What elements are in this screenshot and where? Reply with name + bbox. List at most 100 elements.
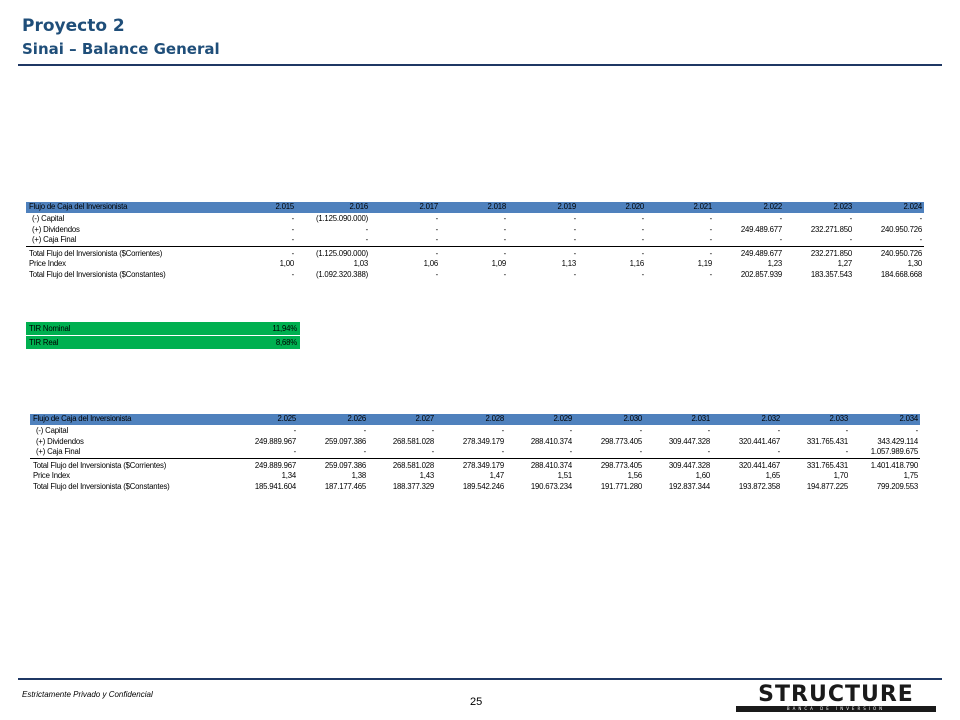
table-cell: 1,47: [489, 471, 505, 480]
footer-divider: [18, 678, 942, 680]
table-cell: -: [782, 447, 850, 459]
header-cell: 2.031: [644, 414, 712, 426]
table-row: (-) Capital - - - - - - - - - -: [30, 426, 920, 437]
table-cell: -: [777, 426, 781, 435]
table-cell: 194.877.225: [806, 481, 848, 491]
table-cell: -: [508, 245, 578, 259]
header-cell: 2.029: [506, 414, 574, 426]
table-cell: -: [573, 224, 577, 234]
table-cell: -: [574, 447, 644, 459]
table-cell: -: [252, 245, 296, 259]
header-cell: 2.018: [440, 202, 508, 214]
table-cell: 331.765.431: [806, 436, 848, 446]
table-cell: -: [845, 426, 849, 435]
table-cell: -: [503, 214, 507, 223]
table-cell: (1.125.090.000): [296, 245, 370, 259]
table-cell: -: [503, 224, 507, 234]
table-body: Flujo de Caja del Inversionista 2.025 2.…: [30, 414, 920, 492]
header-cell: Flujo de Caja del Inversionista: [26, 202, 252, 214]
confidentiality-note: Estrictamente Privado y Confidencial: [22, 690, 153, 699]
table-cell: -: [915, 426, 919, 435]
table-cell: -: [646, 235, 714, 247]
table-cell: 1,56: [627, 471, 643, 480]
table-cell: -: [436, 447, 506, 459]
table-cell: (1.092.320.388): [315, 269, 368, 279]
table-cell: 268.581.028: [392, 436, 434, 446]
tir-nominal-row: TIR Nominal 11,94%: [26, 322, 300, 335]
table-cell: -: [365, 224, 369, 234]
table-cell: 240.950.726: [880, 224, 922, 234]
table-cell: -: [370, 245, 440, 259]
table-cell: 1,30: [907, 259, 923, 268]
table-cell: 1,06: [423, 259, 439, 268]
table-cell: 183.357.543: [810, 269, 852, 279]
table-cell: -: [707, 426, 711, 435]
table-body: Flujo de Caja del Inversionista 2.015 2.…: [26, 202, 924, 280]
table-cell: 1,16: [629, 259, 645, 268]
header-cell: 2.032: [712, 414, 782, 426]
table-cell: -: [709, 269, 713, 279]
header-cell: 2.024: [854, 202, 924, 214]
table-cell: -: [435, 214, 439, 223]
table-cell: 249.889.967: [230, 457, 298, 471]
table-cell: 799.209.553: [876, 481, 918, 491]
table-cell: 232.271.850: [810, 224, 852, 234]
table-cell: -: [440, 235, 508, 247]
table-cell: 191.771.280: [600, 481, 642, 491]
table-cell: 1,43: [419, 471, 435, 480]
table-cell: -: [431, 426, 435, 435]
table-cell: 1,00: [279, 259, 295, 268]
table-cell: 288.410.374: [506, 457, 574, 471]
table-cell: 1.057.989.675: [850, 447, 920, 459]
table-cell: (1.125.090.000): [315, 214, 368, 223]
tir-real-value: 8,68%: [275, 338, 297, 347]
header-cell: 2.015: [252, 202, 296, 214]
header-cell: Flujo de Caja del Inversionista: [30, 414, 230, 426]
table-cell: -: [291, 214, 295, 223]
cash-flow-table-2025-2034: Flujo de Caja del Inversionista 2.025 2.…: [30, 414, 920, 492]
table-cell: -: [293, 426, 297, 435]
row-label: (-) Capital: [32, 214, 65, 223]
table-cell: -: [503, 269, 507, 279]
table-cell: 1,03: [353, 259, 369, 268]
tir-nominal-value: 11,94%: [272, 324, 297, 333]
table-cell: 278.349.179: [462, 436, 504, 446]
row-label: (+) Caja Final: [26, 235, 252, 247]
row-label: Total Flujo del Inversionista ($Constant…: [33, 481, 170, 491]
table-cell: -: [712, 447, 782, 459]
table-cell: 1,13: [561, 259, 577, 268]
table-row: Total Flujo del Inversionista ($Corrient…: [30, 457, 920, 471]
row-label: Total Flujo del Inversionista ($Constant…: [29, 269, 166, 279]
table-cell: -: [298, 447, 368, 459]
table-cell: 1,60: [695, 471, 711, 480]
header-cell: 2.028: [436, 414, 506, 426]
table-cell: 202.857.939: [740, 269, 782, 279]
structure-logo: STRUCTURE BANCA DE INVERSION: [736, 684, 936, 714]
table-cell: 309.447.328: [644, 457, 712, 471]
table-cell: -: [368, 447, 436, 459]
table-row: (+) Caja Final - - - - - - - - - 1.057.9…: [30, 447, 920, 459]
header-cell: 2.027: [368, 414, 436, 426]
table-cell: 259.097.386: [298, 457, 368, 471]
table-cell: 1.401.418.790: [850, 457, 920, 471]
table-cell: -: [709, 224, 713, 234]
table-row: (+) Caja Final - - - - - - - - - -: [26, 235, 924, 247]
table-cell: 1,34: [281, 471, 297, 480]
table-cell: 232.271.850: [784, 245, 854, 259]
table-cell: 298.773.405: [574, 457, 644, 471]
table-cell: -: [578, 245, 646, 259]
table-cell: -: [440, 245, 508, 259]
header-cell: 2.021: [646, 202, 714, 214]
table-cell: -: [501, 426, 505, 435]
table-cell: -: [709, 214, 713, 223]
table-cell: 240.950.726: [854, 245, 924, 259]
table-cell: 190.673.234: [530, 481, 572, 491]
row-label: (+) Caja Final: [30, 447, 230, 459]
table-cell: 1,70: [833, 471, 849, 480]
table-cell: 249.489.677: [740, 224, 782, 234]
header-cell: 2.016: [296, 202, 370, 214]
table-row: Total Flujo del Inversionista ($Constant…: [26, 270, 924, 281]
table-cell: 1,38: [351, 471, 367, 480]
table-cell: 309.447.328: [668, 436, 710, 446]
table-cell: 249.889.967: [254, 436, 296, 446]
